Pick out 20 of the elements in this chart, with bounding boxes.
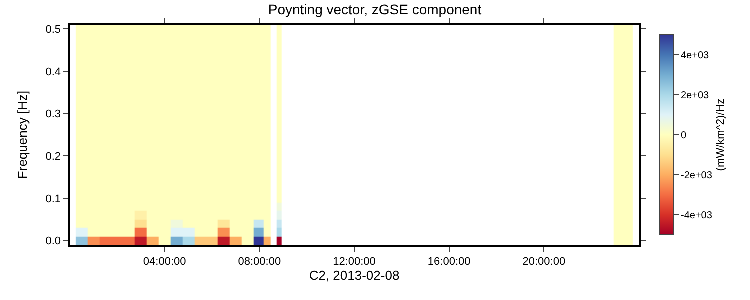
y-tick-label: 0.5 — [46, 24, 62, 36]
y-tick-label: 0.1 — [46, 193, 62, 206]
x-tick-label: 16:00:00 — [428, 256, 471, 268]
x-tick-label: 08:00:00 — [238, 256, 282, 268]
x-tick-label: 20:00:00 — [522, 256, 566, 268]
color-bar-label: 2e+03 — [681, 90, 710, 102]
y-tick-label: 0.4 — [46, 66, 62, 78]
y-tick-label: 0.3 — [46, 108, 62, 121]
y-tick-label: 0.0 — [46, 236, 62, 248]
chart-title: Poynting vector, zGSE component — [268, 1, 482, 18]
x-axis-title: C2, 2013-02-08 — [309, 268, 400, 283]
y-tick-label: 0.2 — [46, 151, 62, 163]
color-bar-label: 4e+03 — [681, 50, 710, 62]
color-bar-title: (mW/km^2)/Hz — [714, 98, 727, 172]
x-tick-label: 12:00:00 — [333, 256, 376, 268]
color-bar-label: -4e+03 — [681, 210, 713, 222]
y-axis-title: Frequency [Hz] — [15, 90, 30, 180]
color-bar-label: -2e+03 — [681, 170, 713, 182]
x-tick-label: 04:00:00 — [143, 256, 186, 268]
color-bar-label: 0 — [681, 130, 687, 142]
